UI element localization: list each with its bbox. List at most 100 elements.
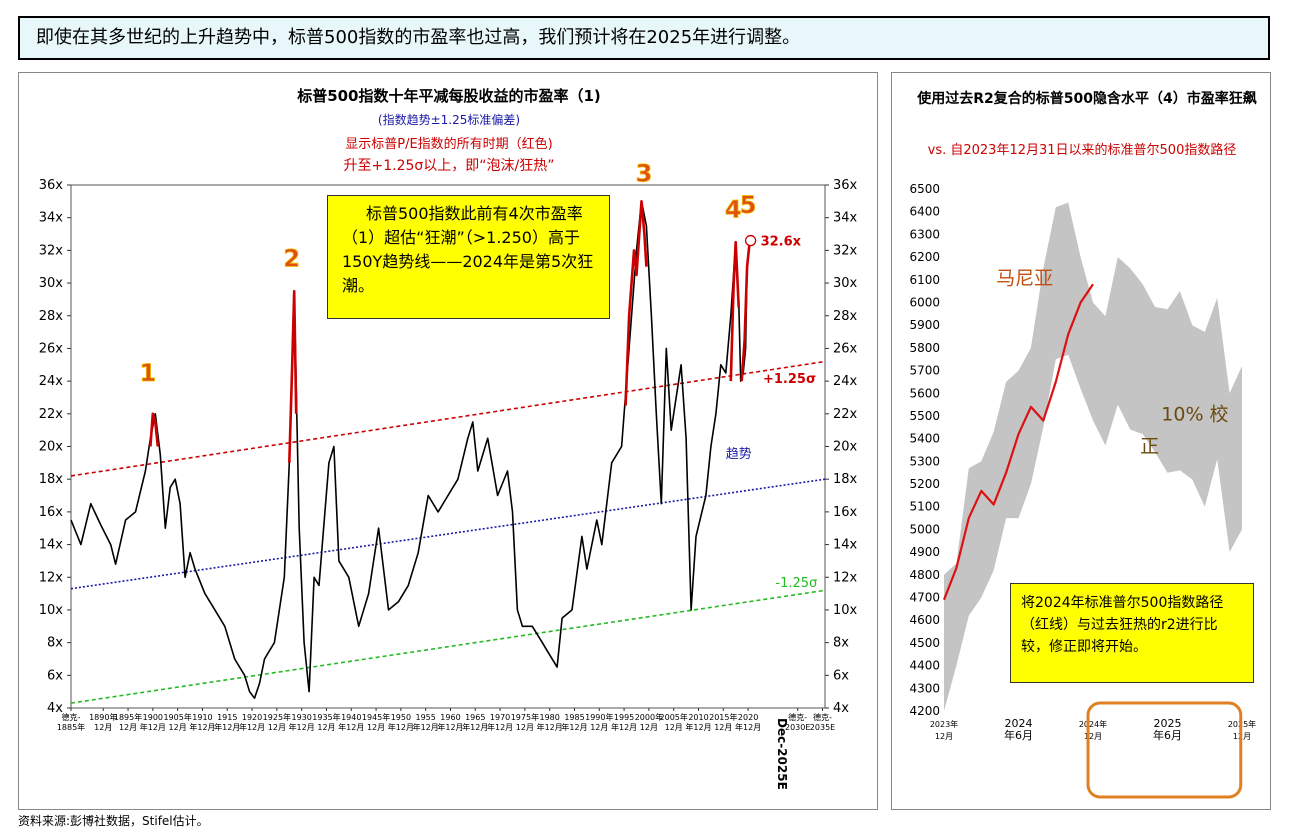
x-tick-label-2: 12月 (317, 723, 335, 732)
y-tick-label-left: 26x (39, 341, 64, 356)
x-tick-label: 德克- (788, 712, 807, 722)
pe-chart-note-text: 标普500指数此前有4次市盈率（1）超估“狂潮”（>1.250）高于150Y趋势… (342, 204, 594, 295)
x-tick-label: 2024 (1005, 717, 1033, 730)
x-tick-label: 1955 (415, 713, 435, 722)
y-tick-label: 6300 (909, 227, 940, 241)
x-tick-label-2: 年12月 (388, 722, 414, 732)
y-tick-label-left: 20x (39, 440, 64, 455)
trend-label: 趋势 (726, 446, 752, 462)
pe-chart-subtitle-2: 显示标普P/E指数的所有时期（红色) (345, 137, 553, 152)
bubble-marker-2: 2 (283, 245, 300, 273)
y-tick-label-right: 30x (833, 276, 858, 291)
x-tick-label: 2005年 (660, 712, 688, 722)
x-tick-label: 1935年 (312, 712, 340, 722)
x-tick-label-2: 年6月 (1153, 728, 1182, 742)
y-tick-label: 6200 (909, 250, 940, 264)
sp500-path-line (942, 283, 1094, 601)
y-tick-label-right: 6x (833, 668, 849, 683)
headline-banner: 即使在其多世纪的上升趋势中，标普500指数的市盈率也过高，我们预计将在2025年… (18, 16, 1270, 60)
x-tick-label-2: 1885年 (57, 722, 85, 732)
y-tick-label-left: 32x (39, 243, 64, 258)
y-tick-label: 6000 (909, 295, 940, 309)
x-tick-label-2: 年12月 (487, 722, 513, 732)
x-tick-label-2: 12月 (94, 723, 112, 732)
x-tick-label-2: 12月 (935, 732, 953, 741)
band-line--1.25σ (70, 589, 826, 704)
minus-sigma-label: -1.25σ (775, 576, 817, 591)
y-tick-label-left: 6x (47, 668, 63, 683)
x-tick-label-2: 12月 (714, 723, 732, 732)
x-tick-label: 1900 (143, 713, 163, 722)
x-tick-label: 1960 (440, 713, 460, 722)
y-tick-label: 5400 (909, 432, 940, 446)
x-tick-label-2: 年12月 (537, 722, 563, 732)
sp500-chart-subtitle: vs. 自2023年12月31日以来的标准普尔500指数路径 (927, 143, 1237, 158)
pe-chart-title: 标普500指数十年平减每股收益的市盈率（1) (297, 87, 601, 105)
y-tick-label-left: 18x (39, 472, 64, 487)
y-tick-label: 5200 (909, 477, 940, 491)
x-tick-label-2: 年6月 (1004, 728, 1033, 742)
sp500-path-panel: 使用过去R2复合的标普500隐含水平（4）市盈率狂飙 vs. 自2023年12月… (891, 72, 1271, 810)
y-tick-label: 5500 (909, 409, 940, 423)
x-tick-label-2: 年12月 (462, 722, 488, 732)
x-tick-label-2: 2030E (785, 723, 810, 732)
y-tick-label: 6100 (909, 273, 940, 287)
x-tick-label: 2015年 (709, 712, 737, 722)
current-pe-marker (744, 234, 757, 247)
bubble-marker-5: 5 (740, 191, 757, 219)
y-tick-label: 6500 (909, 182, 940, 196)
y-tick-label-right: 8x (833, 636, 849, 651)
bubble-marker-3: 3 (636, 160, 653, 188)
y-tick-label: 5600 (909, 386, 940, 400)
y-tick-label-left: 24x (39, 374, 64, 389)
x-tick-label-2: 年12月 (437, 722, 463, 732)
x-tick-label-2: 12月 (119, 723, 137, 732)
band-line-趋势 (70, 478, 826, 590)
source-note: 资料来源:彭博社数据，Stifel估计。 (18, 814, 209, 828)
x-tick-label: 1940 (341, 713, 361, 722)
y-tick-label-right: 26x (833, 341, 858, 356)
bubble-marker-1: 1 (140, 359, 157, 387)
y-tick-label-right: 24x (833, 374, 858, 389)
x-tick-label-2: 年12月 (289, 722, 315, 732)
x-tick-label-2: 年12月 (735, 722, 761, 732)
y-tick-label-right: 18x (833, 472, 858, 487)
x-tick-label-2: 年12月 (189, 722, 215, 732)
pe-chart-subtitle-1: (指数趋势±1.25标准偏差) (377, 113, 521, 127)
x-tick-label-2: 12月 (268, 723, 286, 732)
y-tick-label: 4300 (909, 681, 940, 695)
sp500-chart-plot: 4200 4300 4400 4500 4600 4700 4800 4900 5000 5100… (909, 182, 1256, 799)
y-tick-label-left: 34x (39, 211, 64, 226)
y-tick-label: 5300 (909, 454, 940, 468)
y-tick-label: 4200 (909, 704, 940, 718)
x-tick-label: 1965 (465, 713, 485, 722)
x-tick-label-2: 12月 (169, 723, 187, 732)
bubble-segment-4 (729, 240, 740, 382)
pe-chart-panel: 标普500指数十年平减每股收益的市盈率（1) (指数趋势±1.25标准偏差) 显… (18, 72, 878, 810)
y-tick-label-right: 34x (833, 211, 858, 226)
y-tick-label-left: 4x (47, 701, 63, 716)
y-tick-label-right: 16x (833, 505, 858, 520)
y-tick-label: 4400 (909, 659, 940, 673)
sp500-chart-title: 使用过去R2复合的标普500隐含水平（4）市盈率狂飙 (917, 91, 1257, 107)
y-tick-label: 4800 (909, 568, 940, 582)
headline-text: 即使在其多世纪的上升趋势中，标普500指数的市盈率也过高，我们预计将在2025年… (36, 27, 801, 48)
plus-sigma-label: +1.25σ (763, 372, 816, 387)
x-tick-label: 1890年 (89, 712, 117, 722)
x-tick-label-2: 年12月 (413, 722, 439, 732)
x-tick-label-2: 12月 (516, 723, 534, 732)
bubble-segment-3 (624, 200, 648, 406)
y-tick-label-right: 22x (833, 407, 858, 422)
x-tick-label: 德克- (813, 712, 832, 722)
y-tick-label-left: 30x (39, 276, 64, 291)
highlight-frame (1086, 701, 1243, 799)
y-tick-label-left: 10x (39, 603, 64, 618)
y-tick-label-left: 16x (39, 505, 64, 520)
y-tick-label: 4500 (909, 636, 940, 650)
y-tick-label-left: 36x (39, 178, 64, 193)
y-tick-label-right: 28x (833, 309, 858, 324)
bubble-marker-4: 4 (725, 196, 742, 224)
band-line-+1.25σ (70, 360, 826, 477)
y-tick-label-right: 36x (833, 178, 858, 193)
x-tick-label-2: 年12月 (685, 722, 711, 732)
